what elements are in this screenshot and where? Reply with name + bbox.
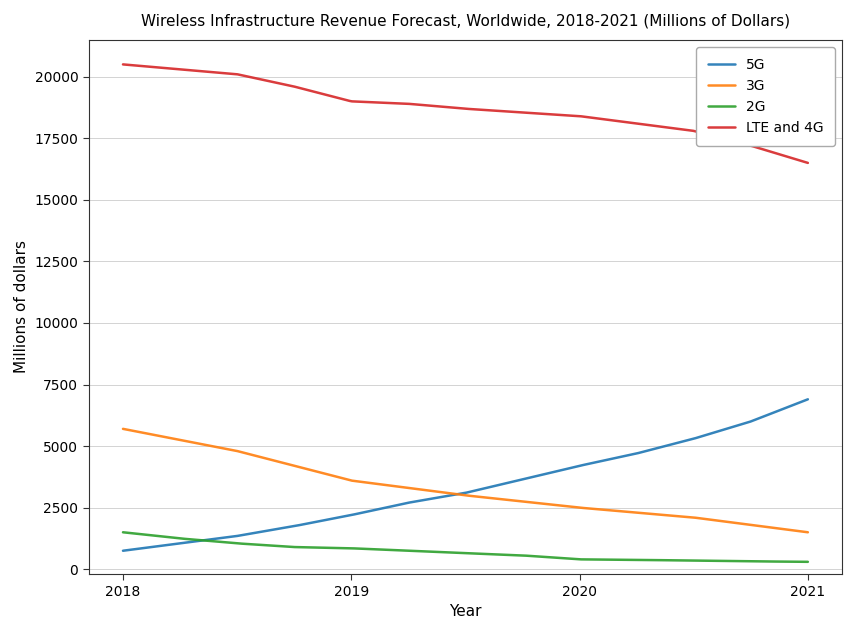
LTE and 4G: [523, 109, 533, 116]
LTE and 4G: [120, 61, 130, 68]
2G: [118, 529, 128, 536]
Line: LTE and 4G: LTE and 4G: [123, 65, 808, 163]
2G: [803, 558, 813, 566]
LTE and 4G: [118, 61, 128, 68]
3G: [120, 425, 130, 433]
LTE and 4G: [739, 140, 749, 147]
3G: [118, 425, 128, 432]
3G: [537, 500, 547, 508]
Legend: 5G, 3G, 2G, LTE and 4G: 5G, 3G, 2G, LTE and 4G: [697, 47, 835, 146]
2G: [739, 558, 749, 565]
LTE and 4G: [526, 109, 536, 116]
LTE and 4G: [695, 128, 705, 136]
2G: [537, 553, 547, 561]
3G: [695, 515, 705, 522]
X-axis label: Year: Year: [449, 604, 482, 619]
LTE and 4G: [537, 110, 547, 118]
2G: [695, 557, 705, 565]
5G: [526, 473, 536, 481]
Y-axis label: Millions of dollars: Millions of dollars: [14, 241, 29, 373]
5G: [739, 420, 749, 427]
3G: [803, 529, 813, 536]
Line: 2G: 2G: [123, 532, 808, 562]
LTE and 4G: [803, 159, 813, 166]
2G: [523, 552, 533, 560]
3G: [526, 499, 536, 506]
5G: [118, 547, 128, 555]
5G: [523, 474, 533, 482]
5G: [695, 433, 705, 441]
Title: Wireless Infrastructure Revenue Forecast, Worldwide, 2018-2021 (Millions of Doll: Wireless Infrastructure Revenue Forecast…: [141, 14, 790, 29]
2G: [526, 552, 536, 560]
Line: 5G: 5G: [123, 399, 808, 551]
Line: 3G: 3G: [123, 429, 808, 532]
3G: [739, 520, 749, 528]
2G: [120, 529, 130, 536]
5G: [120, 547, 130, 555]
5G: [537, 471, 547, 479]
3G: [523, 498, 533, 506]
5G: [803, 396, 813, 403]
